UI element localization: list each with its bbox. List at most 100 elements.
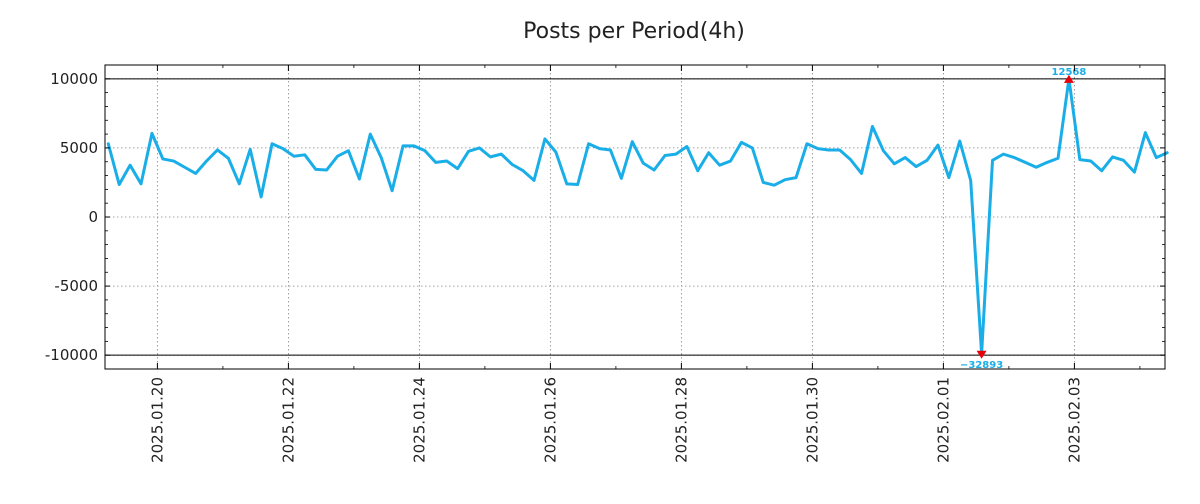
x-axis: 2025.01.20 2025.01.22 2025.01.24 2025.01.26… bbox=[148, 65, 1141, 463]
data-point bbox=[1078, 158, 1082, 161]
data-point bbox=[183, 166, 186, 169]
data-point bbox=[969, 179, 972, 182]
data-point bbox=[838, 148, 841, 152]
data-point bbox=[369, 132, 372, 136]
data-point bbox=[390, 189, 394, 192]
peak-marker-max bbox=[1063, 74, 1074, 83]
data-point bbox=[543, 137, 547, 141]
data-point bbox=[478, 146, 481, 150]
reference-lines bbox=[105, 78, 1165, 356]
data-point bbox=[1002, 152, 1005, 156]
grid-layer bbox=[105, 65, 1165, 369]
data-point bbox=[161, 157, 165, 161]
data-point bbox=[914, 165, 918, 168]
data-point bbox=[292, 155, 296, 158]
data-point bbox=[456, 167, 459, 170]
data-point bbox=[947, 176, 951, 179]
data-point bbox=[620, 177, 623, 180]
data-point bbox=[521, 169, 525, 172]
data-point bbox=[325, 168, 328, 172]
y-tick-label: 0 bbox=[88, 208, 98, 226]
data-point bbox=[663, 154, 667, 157]
data-point bbox=[762, 181, 765, 184]
data-point bbox=[685, 145, 689, 148]
data-point bbox=[401, 144, 405, 148]
data-point bbox=[423, 149, 427, 152]
data-point bbox=[587, 142, 590, 145]
data-point bbox=[893, 162, 896, 165]
data-point bbox=[1045, 161, 1049, 164]
y-tick-label: 10000 bbox=[50, 70, 98, 88]
series-line bbox=[106, 77, 1169, 356]
data-point bbox=[1155, 156, 1158, 159]
data-point bbox=[674, 152, 678, 156]
data-point bbox=[805, 142, 809, 145]
data-point bbox=[117, 183, 121, 186]
data-point bbox=[172, 159, 175, 163]
data-point bbox=[445, 159, 448, 163]
data-point bbox=[227, 157, 230, 160]
data-point bbox=[314, 168, 317, 171]
data-point bbox=[958, 139, 961, 143]
data-point bbox=[1165, 151, 1169, 154]
data-point bbox=[565, 182, 568, 186]
data-point bbox=[1111, 155, 1114, 159]
y-axis: 10000 5000 0 -5000 -10000 bbox=[45, 70, 1165, 364]
data-point bbox=[696, 169, 699, 172]
data-point bbox=[1133, 170, 1136, 174]
y-tick-label: 5000 bbox=[60, 139, 98, 157]
data-point bbox=[412, 144, 416, 148]
data-point bbox=[434, 161, 437, 164]
data-point bbox=[379, 156, 383, 159]
data-point bbox=[500, 152, 503, 156]
data-point bbox=[652, 168, 656, 172]
data-point bbox=[347, 149, 350, 152]
data-point bbox=[903, 156, 907, 159]
data-point bbox=[882, 149, 885, 152]
data-point bbox=[1034, 166, 1038, 169]
data-point bbox=[532, 179, 536, 182]
data-point bbox=[139, 182, 143, 186]
data-point bbox=[467, 150, 470, 153]
data-point bbox=[128, 163, 132, 167]
data-point bbox=[1024, 161, 1027, 164]
x-tick-label: 2025.01.28 bbox=[672, 377, 690, 463]
data-point bbox=[783, 178, 787, 181]
data-point bbox=[849, 158, 852, 161]
data-point bbox=[489, 155, 492, 159]
data-point bbox=[598, 147, 601, 150]
data-point bbox=[1013, 156, 1016, 159]
data-point bbox=[641, 161, 645, 165]
data-point bbox=[718, 163, 721, 167]
data-point bbox=[281, 147, 285, 150]
x-tick-label: 2025.02.01 bbox=[934, 377, 952, 463]
y-tick-label: -10000 bbox=[45, 346, 98, 364]
annotation-layer: 12568 −32893 bbox=[960, 67, 1086, 371]
data-point bbox=[707, 151, 710, 154]
x-tick-label: 2025.01.26 bbox=[541, 377, 559, 463]
data-point bbox=[205, 159, 208, 163]
data-point bbox=[554, 150, 558, 154]
data-point bbox=[609, 148, 612, 152]
data-point bbox=[107, 142, 110, 145]
x-tick-label: 2025.02.03 bbox=[1065, 377, 1083, 463]
data-point bbox=[510, 163, 514, 166]
data-point bbox=[925, 159, 929, 162]
data-point bbox=[991, 159, 994, 162]
x-tick-label: 2025.01.24 bbox=[410, 377, 428, 463]
data-point bbox=[303, 153, 306, 157]
peak-label-min: −32893 bbox=[960, 360, 1003, 371]
data-point bbox=[860, 172, 863, 175]
data-point bbox=[270, 142, 274, 145]
series-layer bbox=[106, 77, 1169, 356]
data-point bbox=[827, 148, 830, 152]
data-point bbox=[1056, 157, 1060, 160]
data-point bbox=[248, 148, 252, 151]
data-point bbox=[150, 132, 154, 135]
data-point bbox=[576, 183, 579, 186]
data-point bbox=[358, 177, 361, 181]
x-tick-label: 2025.01.30 bbox=[803, 377, 821, 463]
data-point bbox=[772, 184, 776, 187]
